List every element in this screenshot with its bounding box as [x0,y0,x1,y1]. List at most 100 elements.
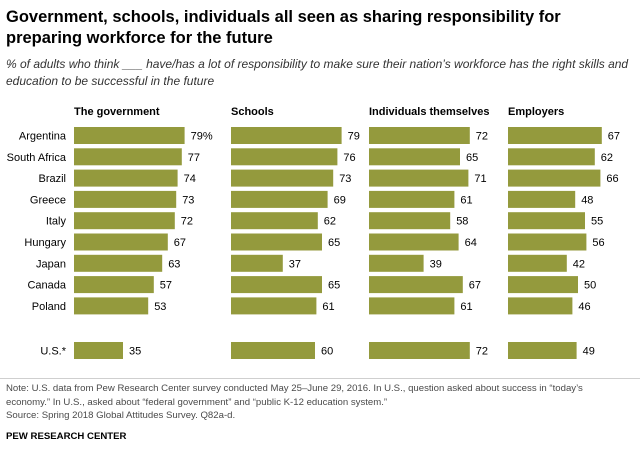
panel-header-individuals-themselves: Individuals themselves [369,106,489,118]
value-label-employers-u-s: 49 [583,346,595,358]
category-label-italy: Italy [46,216,67,228]
bar-individuals-themselves-south-africa [369,148,460,166]
category-label-poland: Poland [32,301,66,313]
value-label-individuals-themselves-poland: 61 [460,301,472,313]
value-label-schools-brazil: 73 [339,173,351,185]
bar-schools-argentina [231,127,342,144]
bar-the-government-hungary [74,233,168,251]
bar-the-government-argentina [74,127,185,144]
panel-header-employers: Employers [508,106,564,118]
value-label-schools-south-africa: 76 [343,152,355,164]
value-label-individuals-themselves-greece: 61 [460,194,472,206]
bar-employers-japan [508,254,567,272]
category-label-hungary: Hungary [24,237,66,249]
category-label-south-africa: South Africa [7,152,67,164]
footer-credit: PEW RESEARCH CENTER [6,431,127,442]
value-label-the-government-italy: 72 [181,216,193,228]
bar-the-government-brazil [74,169,178,187]
bar-individuals-themselves-greece [369,190,455,208]
bar-schools-hungary [231,233,322,251]
bar-employers-canada [508,276,578,294]
bar-schools-greece [231,190,328,208]
value-label-the-government-south-africa: 77 [188,152,200,164]
bar-schools-japan [231,254,283,272]
note-line-2: economy.” In U.S., asked about “federal … [6,396,388,408]
bar-employers-argentina [508,127,602,144]
bar-the-government-poland [74,297,149,315]
bar-employers-hungary [508,233,587,251]
value-label-schools-japan: 37 [289,258,301,270]
bar-employers-brazil [508,169,601,187]
value-label-employers-south-africa: 62 [601,152,613,164]
bar-schools-u-s [231,342,315,359]
bar-employers-poland [508,297,573,315]
bar-schools-canada [231,276,322,294]
category-label-japan: Japan [36,258,66,270]
bar-individuals-themselves-canada [369,276,463,294]
value-label-individuals-themselves-argentina: 72 [476,131,488,143]
value-label-schools-canada: 65 [328,280,340,292]
value-label-employers-greece: 48 [581,194,593,206]
value-label-individuals-themselves-hungary: 64 [465,237,477,249]
value-label-the-government-poland: 53 [154,301,166,313]
value-label-individuals-themselves-italy: 58 [456,216,468,228]
value-label-the-government-japan: 63 [168,258,180,270]
value-label-employers-japan: 42 [573,258,585,270]
category-label-u-s: U.S.* [40,346,66,358]
notes-divider [0,378,640,379]
value-label-the-government-argentina: 79% [191,131,213,143]
value-label-the-government-canada: 57 [160,280,172,292]
value-label-the-government-greece: 73 [182,194,194,206]
value-label-the-government-u-s: 35 [129,346,141,358]
chart-title: Government, schools, individuals all see… [6,8,561,47]
bar-individuals-themselves-u-s [369,342,470,359]
bar-the-government-greece [74,190,177,208]
value-label-employers-poland: 46 [578,301,590,313]
value-label-individuals-themselves-south-africa: 65 [466,152,478,164]
panel-header-schools: Schools [231,106,274,118]
value-label-employers-hungary: 56 [592,237,604,249]
panel-header-the-government: The government [74,106,160,118]
source-line: Source: Spring 2018 Global Attitudes Sur… [6,410,236,422]
chart-notes: Note: U.S. data from Pew Research Center… [6,382,634,423]
bar-individuals-themselves-argentina [369,127,470,144]
note-line-1: Note: U.S. data from Pew Research Center… [6,383,583,394]
bar-employers-u-s [508,342,577,359]
bar-employers-italy [508,212,585,230]
chart-subtitle: % of adults who think ___ have/has a lot… [6,57,629,88]
value-label-individuals-themselves-canada: 67 [469,280,481,292]
value-label-individuals-themselves-japan: 39 [430,258,442,270]
bar-the-government-italy [74,212,175,230]
bar-the-government-u-s [74,342,123,359]
value-label-the-government-brazil: 74 [184,173,196,185]
value-label-employers-canada: 50 [584,280,596,292]
bar-the-government-japan [74,254,163,272]
bar-individuals-themselves-brazil [369,169,469,187]
value-label-schools-hungary: 65 [328,237,340,249]
value-label-schools-poland: 61 [322,301,334,313]
bar-schools-brazil [231,169,334,187]
value-label-schools-greece: 69 [334,194,346,206]
value-label-employers-brazil: 66 [606,173,618,185]
bar-schools-poland [231,297,317,315]
bar-employers-greece [508,190,576,208]
bar-individuals-themselves-japan [369,254,424,272]
bar-individuals-themselves-poland [369,297,455,315]
value-label-the-government-hungary: 67 [174,237,186,249]
category-label-brazil: Brazil [38,173,66,185]
bar-schools-south-africa [231,148,338,166]
value-label-individuals-themselves-u-s: 72 [476,346,488,358]
value-label-employers-italy: 55 [591,216,603,228]
bar-individuals-themselves-hungary [369,233,459,251]
value-label-schools-u-s: 60 [321,346,333,358]
bar-the-government-south-africa [74,148,182,166]
bar-the-government-canada [74,276,154,294]
category-label-canada: Canada [27,280,66,292]
bar-schools-italy [231,212,318,230]
bar-individuals-themselves-italy [369,212,451,230]
category-label-greece: Greece [30,194,66,206]
value-label-employers-argentina: 67 [608,131,620,143]
category-label-argentina: Argentina [19,131,67,143]
